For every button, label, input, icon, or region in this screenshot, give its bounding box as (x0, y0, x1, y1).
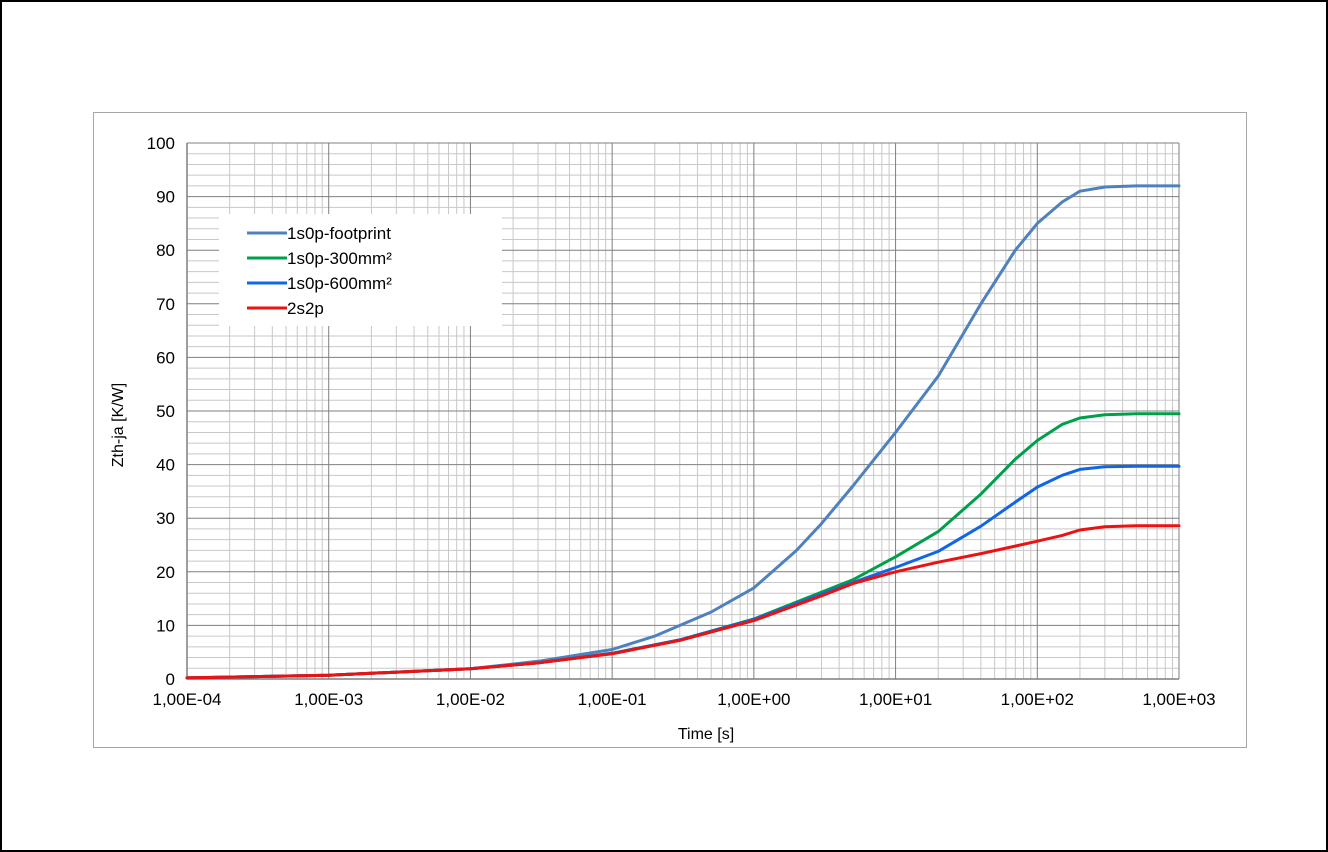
y-tick-label: 50 (156, 402, 175, 421)
y-tick-label: 80 (156, 241, 175, 260)
x-tick-label: 1,00E-01 (578, 690, 647, 709)
y-tick-label: 100 (147, 134, 175, 153)
series-layer (185, 184, 1181, 680)
x-tick-label: 1,00E-02 (436, 690, 505, 709)
y-tick-label: 90 (156, 188, 175, 207)
y-tick-label: 30 (156, 509, 175, 528)
y-tick-label: 70 (156, 295, 175, 314)
x-tick-labels: 1,00E-04 1,00E-03 1,00E-02 1,00E-01 1,00E+00… (153, 690, 1216, 709)
x-axis-label: Time [s] (678, 726, 734, 743)
x-tick-label: 1,00E+03 (1142, 690, 1215, 709)
y-tick-label: 10 (156, 616, 175, 635)
x-tick-label: 1,00E+02 (1001, 690, 1074, 709)
legend-label: 1s0p-300mm² (287, 249, 392, 268)
y-tick-label: 40 (156, 456, 175, 475)
legend: 1s0p-footprint 1s0p-300mm² 1s0p-600mm² 2s2p (219, 214, 502, 326)
series-line-3 (185, 524, 1181, 680)
x-tick-label: 1,00E-03 (294, 690, 363, 709)
x-tick-label: 1,00E-04 (153, 690, 222, 709)
x-tick-label: 1,00E+01 (859, 690, 932, 709)
y-tick-labels: 0 10 20 30 40 50 60 70 80 90 100 (147, 134, 175, 689)
legend-label: 1s0p-600mm² (287, 274, 392, 293)
legend-label: 1s0p-footprint (287, 224, 391, 243)
legend-items: 1s0p-footprint 1s0p-300mm² 1s0p-600mm² 2s2p (247, 224, 392, 318)
y-tick-label: 20 (156, 563, 175, 582)
y-tick-label: 0 (166, 670, 175, 689)
chart-area: 0 10 20 30 40 50 60 70 80 90 100 1,00E-04 1,00E-03 1… (93, 112, 1247, 748)
legend-label: 2s2p (287, 299, 324, 318)
series-line-0 (185, 184, 1181, 680)
y-axis-label: Zth-ja [K/W] (110, 383, 127, 467)
x-tick-label: 1,00E+00 (717, 690, 790, 709)
y-tick-label: 60 (156, 348, 175, 367)
